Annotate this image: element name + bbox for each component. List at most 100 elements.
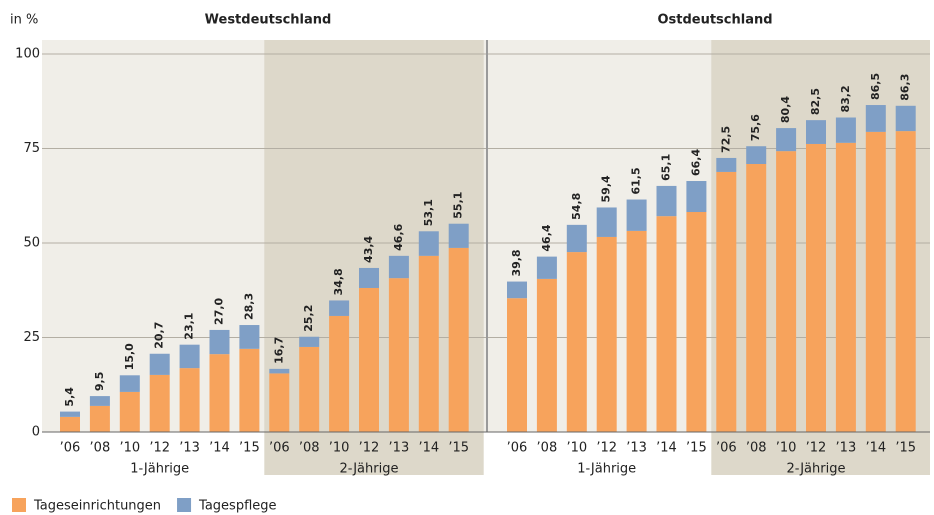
bar-segment (776, 128, 797, 152)
x-tick-label: ’14 (418, 441, 439, 456)
group-label: 2-Jährige (340, 462, 399, 477)
bar-segment (806, 120, 826, 144)
x-tick-label: ’12 (596, 441, 617, 456)
legend-swatch (177, 498, 192, 512)
bar-segment (536, 256, 557, 279)
total-label: 39,8 (510, 249, 523, 276)
total-label: 27,0 (213, 297, 226, 324)
y-tick-label: 75 (23, 141, 40, 156)
bar-segment (596, 236, 617, 432)
total-label: 34,8 (332, 268, 345, 295)
total-label: 43,4 (362, 235, 375, 262)
x-tick-label: ’10 (329, 441, 350, 456)
bar-segment (269, 373, 290, 432)
total-label: 86,3 (899, 74, 912, 101)
bar-segment (239, 325, 260, 349)
total-label: 20,7 (153, 322, 166, 349)
y-axis-label: in % (10, 13, 38, 28)
total-label: 5,4 (63, 387, 76, 407)
x-tick-label: ’08 (299, 441, 320, 456)
x-tick-label: ’13 (626, 441, 647, 456)
bar-segment (329, 300, 350, 316)
bar-segment (269, 368, 290, 374)
bar-segment (686, 181, 707, 213)
group-label: 1-Jährige (130, 462, 189, 477)
bar-segment (566, 224, 587, 253)
x-tick-label: ’10 (776, 441, 797, 456)
x-tick-label: ’14 (209, 441, 230, 456)
total-label: 25,2 (302, 305, 315, 332)
total-label: 46,4 (540, 224, 553, 251)
bar-segment (895, 131, 916, 432)
x-tick-label: ’12 (359, 441, 380, 456)
x-tick-label: ’13 (179, 441, 200, 456)
bar-segment (418, 231, 439, 256)
bar-segment (746, 163, 767, 433)
y-tick-label: 50 (23, 236, 40, 251)
bar-segment (239, 348, 260, 432)
x-tick-label: ’06 (60, 441, 81, 456)
x-tick-label: ’13 (836, 441, 857, 456)
bar-segment (865, 131, 886, 433)
bar-segment (418, 255, 439, 432)
bar-segment (626, 230, 647, 432)
x-tick-label: ’15 (686, 441, 707, 456)
bar-segment (209, 354, 230, 432)
bar-segment (806, 143, 826, 433)
total-label: 66,4 (689, 149, 702, 176)
bar-segment (895, 105, 916, 132)
x-tick-label: ’08 (90, 441, 111, 456)
bar-segment (119, 391, 140, 432)
total-label: 54,8 (570, 193, 583, 220)
x-tick-label: ’12 (149, 441, 170, 456)
bar-segment (60, 411, 80, 417)
total-label: 59,4 (600, 175, 613, 202)
total-label: 72,5 (719, 126, 732, 153)
total-label: 80,4 (779, 96, 792, 123)
bar-segment (388, 278, 409, 432)
x-tick-label: ’13 (389, 441, 410, 456)
x-tick-label: ’14 (656, 441, 677, 456)
total-label: 83,2 (839, 85, 852, 112)
bar-segment (686, 212, 707, 432)
bar-segment (566, 252, 587, 432)
bar-segment (179, 368, 200, 432)
bar-segment (656, 216, 677, 432)
bar-segment (656, 185, 677, 217)
x-tick-label: ’10 (119, 441, 140, 456)
bar-segment (329, 315, 350, 432)
total-label: 86,5 (869, 73, 882, 100)
x-tick-label: ’15 (239, 441, 260, 456)
bar-segment (835, 142, 856, 432)
total-label: 55,1 (452, 192, 465, 219)
total-label: 82,5 (809, 88, 822, 115)
x-tick-label: ’06 (507, 441, 528, 456)
bar-segment (119, 375, 140, 392)
bar-segment (716, 171, 737, 432)
total-label: 46,6 (392, 223, 405, 250)
total-label: 65,1 (660, 154, 673, 181)
bar-segment (89, 405, 110, 432)
bar-segment (60, 416, 80, 432)
bar-segment (507, 281, 527, 299)
x-tick-label: ’15 (895, 441, 916, 456)
total-label: 16,7 (272, 337, 285, 364)
bar-segment (359, 267, 379, 288)
bar-segment (89, 396, 110, 406)
bar-segment (299, 336, 320, 347)
x-tick-label: ’12 (806, 441, 827, 456)
bar-segment (776, 151, 797, 432)
panel-title: Westdeutschland (205, 13, 332, 28)
total-label: 28,3 (242, 293, 255, 320)
panel-title: Ostdeutschland (657, 13, 772, 28)
bar-segment (149, 374, 170, 432)
total-label: 61,5 (630, 167, 643, 194)
group-label: 1-Jährige (577, 462, 636, 477)
x-tick-label: ’08 (537, 441, 558, 456)
total-label: 75,6 (749, 114, 762, 141)
x-tick-label: ’08 (746, 441, 767, 456)
bar-segment (626, 199, 647, 231)
x-tick-label: ’06 (716, 441, 737, 456)
bar-segment (716, 157, 737, 172)
